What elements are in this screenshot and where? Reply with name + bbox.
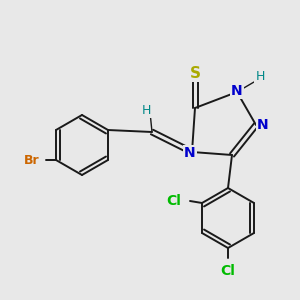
Text: H: H xyxy=(141,103,151,116)
Text: N: N xyxy=(184,146,196,160)
Text: N: N xyxy=(257,118,269,132)
Text: Cl: Cl xyxy=(220,264,236,278)
Text: H: H xyxy=(255,70,265,83)
Text: S: S xyxy=(190,65,200,80)
Text: Br: Br xyxy=(24,154,40,166)
Text: Cl: Cl xyxy=(167,194,182,208)
Text: N: N xyxy=(231,84,243,98)
